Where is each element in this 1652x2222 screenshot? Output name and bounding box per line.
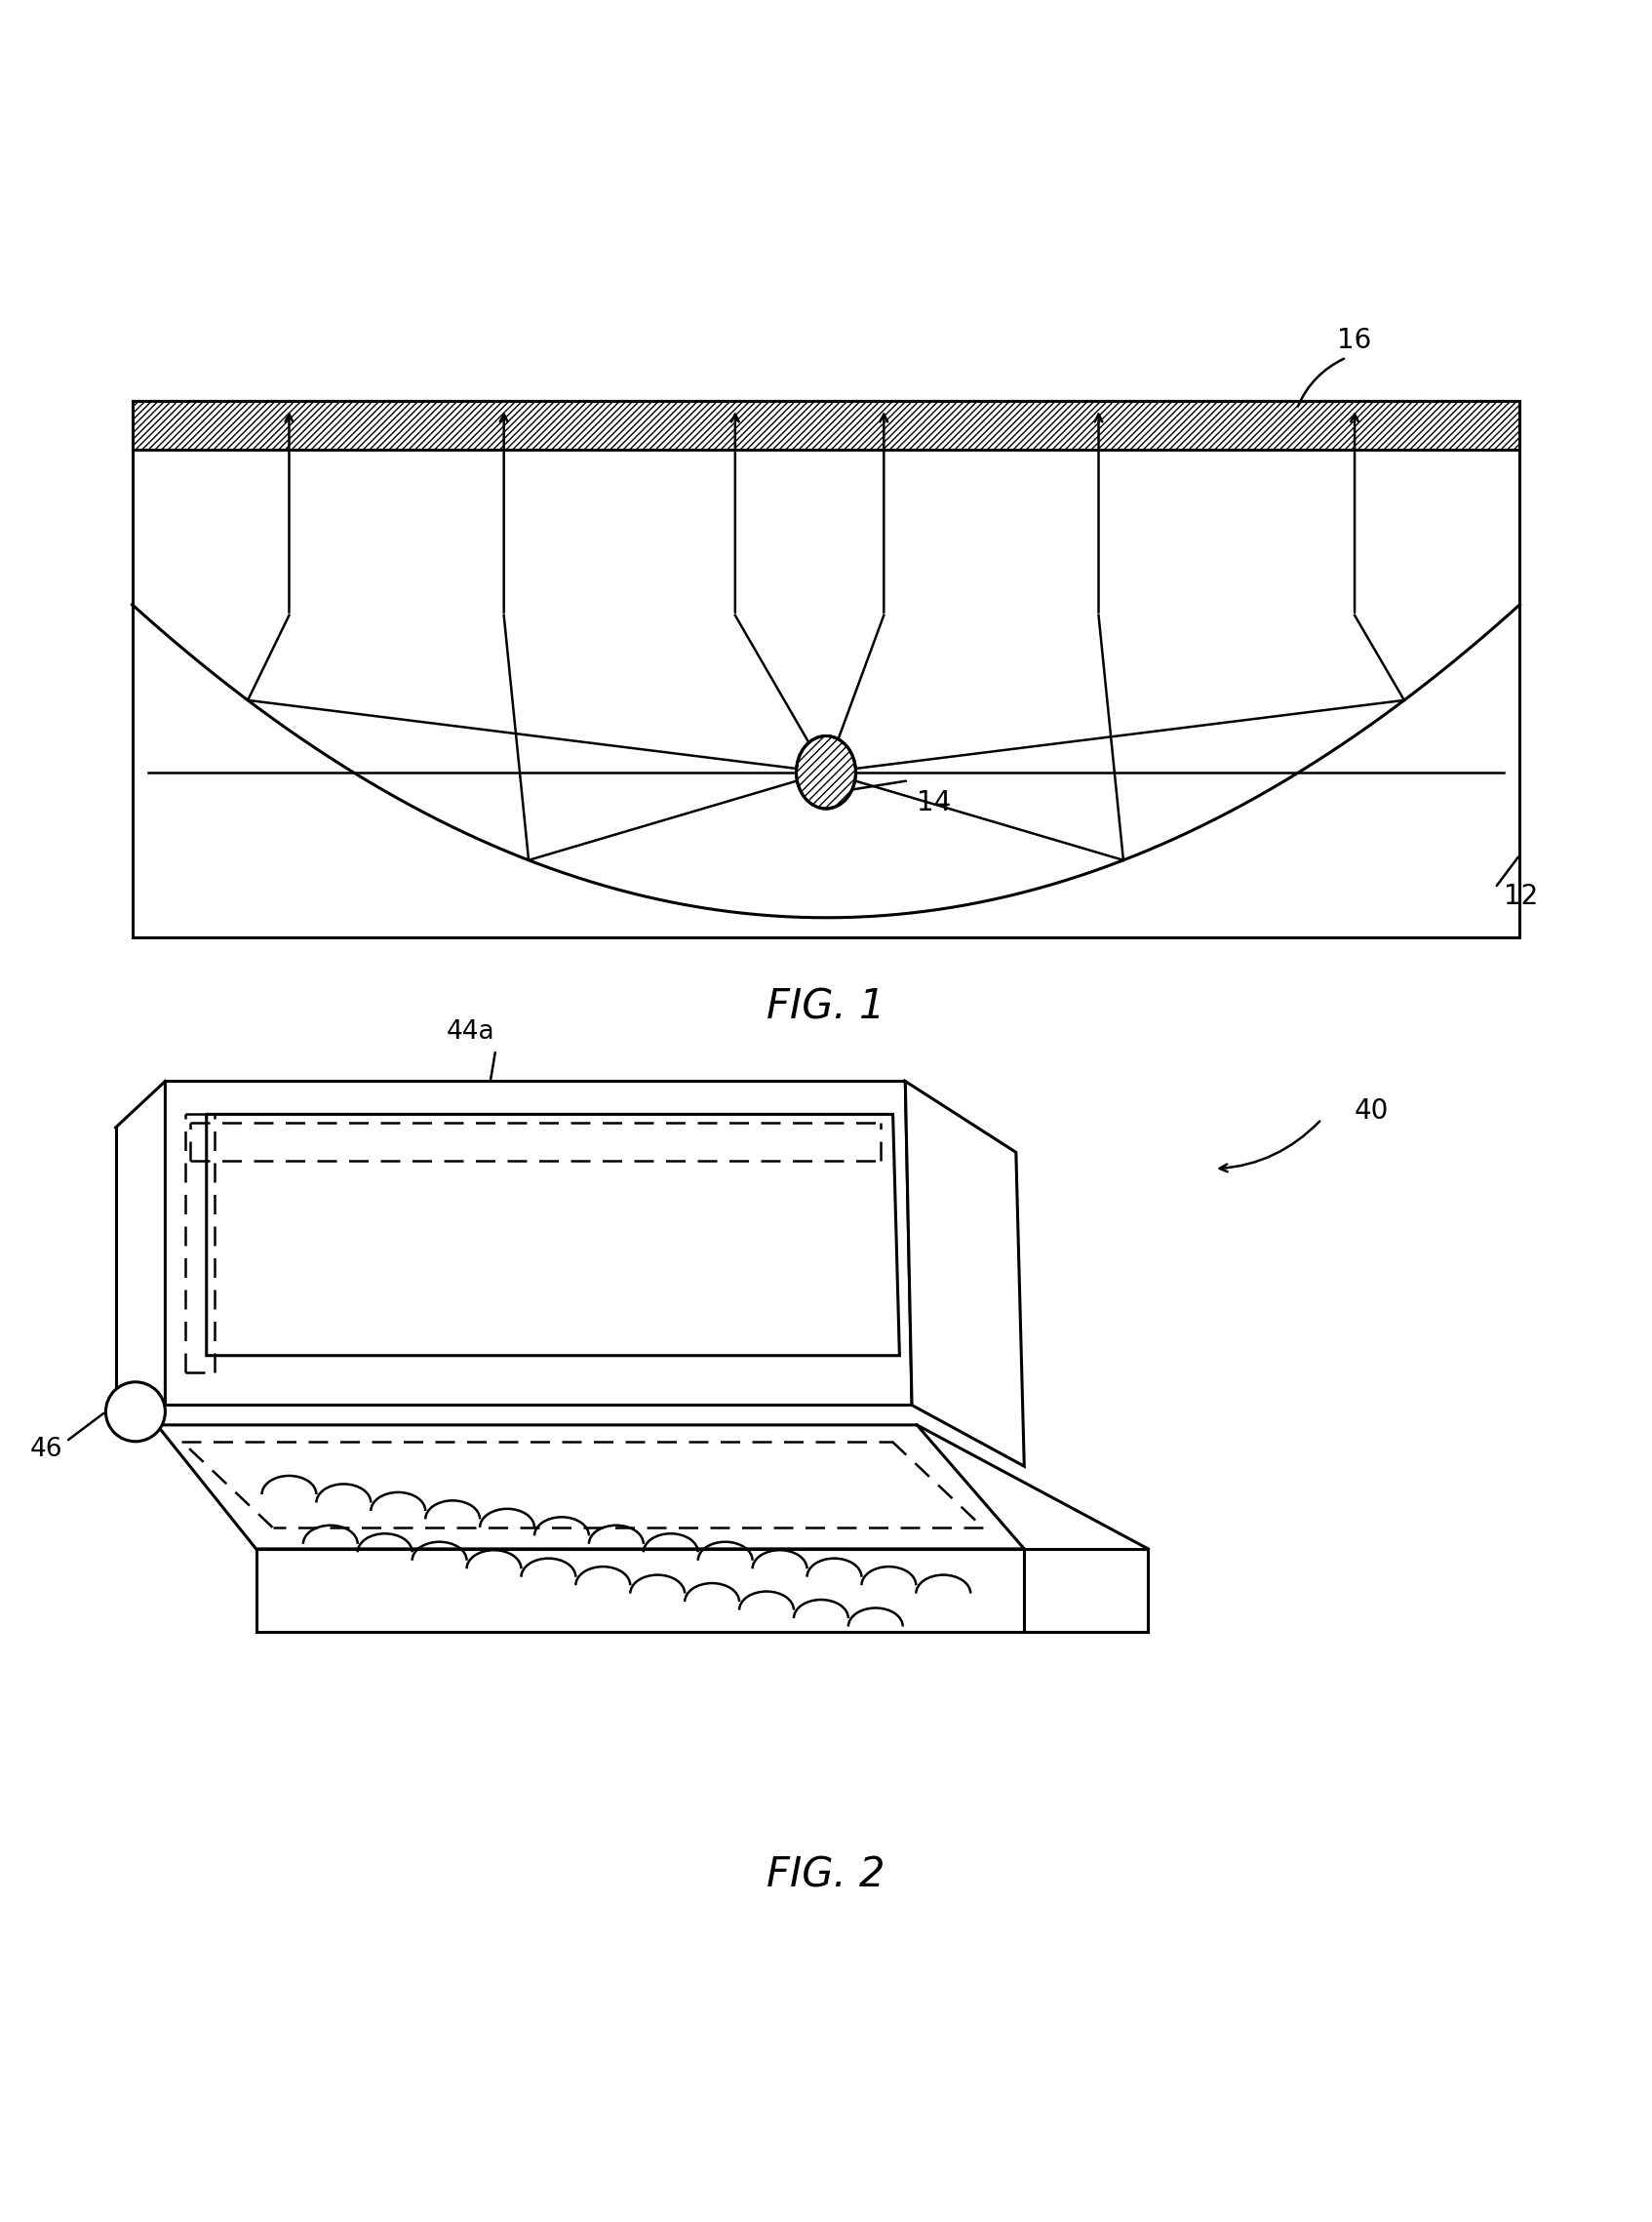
Text: FIG. 1: FIG. 1 <box>767 987 885 1029</box>
Text: 44a: 44a <box>446 1020 494 1044</box>
Polygon shape <box>165 1082 912 1404</box>
Text: 42: 42 <box>917 1207 950 1231</box>
Circle shape <box>106 1382 165 1442</box>
Polygon shape <box>1024 1549 1148 1631</box>
Bar <box>132 400 1520 938</box>
Bar <box>132 400 1520 451</box>
Text: 12: 12 <box>1503 882 1538 909</box>
Text: 44b: 44b <box>834 1424 884 1449</box>
Polygon shape <box>157 1424 1024 1549</box>
Text: FIG. 2: FIG. 2 <box>767 1855 885 1895</box>
Text: 14: 14 <box>917 789 952 815</box>
Polygon shape <box>905 1082 1024 1467</box>
Text: 16: 16 <box>1338 327 1371 353</box>
Ellipse shape <box>796 735 856 809</box>
Text: 40: 40 <box>1355 1098 1389 1124</box>
Polygon shape <box>256 1549 1024 1631</box>
Text: 46: 46 <box>30 1438 63 1462</box>
Polygon shape <box>206 1113 900 1355</box>
